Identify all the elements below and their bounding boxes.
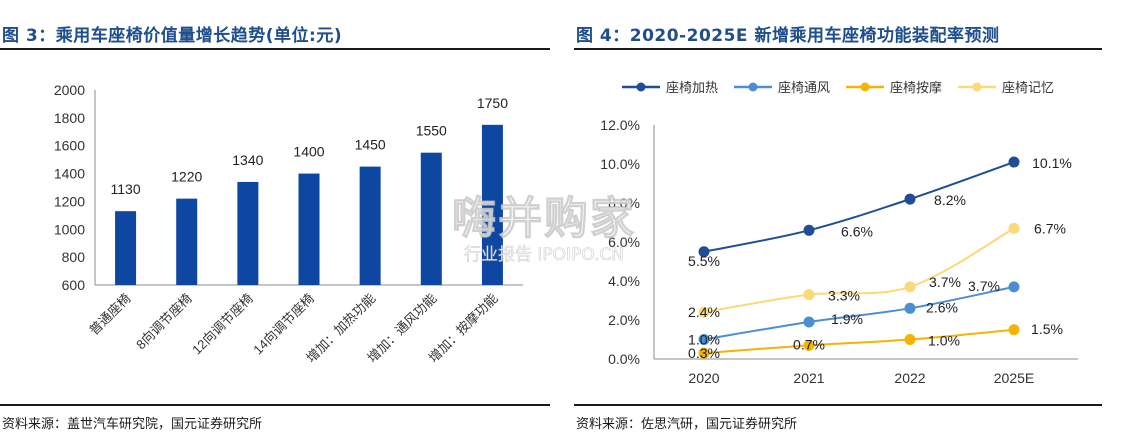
- data-point: [1008, 156, 1020, 168]
- data-label: 1.0%: [928, 333, 960, 349]
- legend-label: 座椅通风: [778, 80, 830, 95]
- data-label: 6.6%: [841, 223, 873, 239]
- y-tick-label: 8.0%: [608, 195, 640, 211]
- y-tick-label: 6.0%: [608, 234, 640, 250]
- data-label: 3.7%: [968, 278, 1000, 294]
- data-point: [698, 306, 710, 318]
- data-label: 1.9%: [831, 311, 863, 327]
- left-source-rule: [0, 404, 550, 406]
- x-tick-label: 2020: [688, 370, 719, 386]
- legend-label: 座椅记忆: [1002, 80, 1054, 95]
- data-point: [904, 334, 916, 345]
- line-chart: 0.0% 2.0% 4.0% 6.0% 8.0% 10.0% 12.0% 2020 2021 20…: [600, 80, 1078, 386]
- data-point: [698, 334, 710, 345]
- series-line: [703, 161, 1015, 253]
- data-label: 2.6%: [926, 299, 958, 315]
- bar: [115, 211, 137, 285]
- data-point: [698, 246, 710, 258]
- data-point: [803, 289, 815, 301]
- left-figure-panel: 图 3：乘用车座椅价值量增长趋势(单位:元) 600 800 1000 1200 140…: [0, 0, 552, 448]
- data-label: 6.7%: [1034, 220, 1066, 236]
- data-point: [1008, 222, 1020, 234]
- right-source-note: 资料来源：佐思汽研，国元证券研究所: [576, 417, 798, 432]
- y-tick-label: 1800: [54, 110, 85, 126]
- data-label: 2.4%: [688, 304, 720, 320]
- data-label: 3.7%: [929, 274, 961, 290]
- bar: [359, 166, 381, 285]
- left-figure-title: 图 3：乘用车座椅价值量增长趋势(单位:元): [2, 26, 343, 46]
- bar-value-label: 1750: [477, 95, 508, 111]
- data-point: [803, 316, 815, 328]
- y-tick-label: 600: [62, 277, 86, 293]
- right-source-rule: [574, 404, 1102, 406]
- data-point: [904, 302, 916, 314]
- y-tick-label: 1000: [54, 221, 85, 237]
- data-label: 1.5%: [1031, 321, 1063, 337]
- legend-marker: [860, 82, 870, 92]
- left-source-note: 资料来源：盖世汽车研究院，国元证券研究所: [2, 417, 263, 432]
- data-label: 0.7%: [793, 336, 825, 352]
- x-tick-label: 2022: [894, 370, 925, 386]
- right-figure-panel: 图 4：2020-2025E 新增乘用车座椅功能装配率预测 0.0% 2.0% 4.…: [574, 0, 1126, 448]
- y-tick-label: 1600: [54, 138, 85, 154]
- y-tick-label: 12.0%: [600, 117, 640, 133]
- y-tick-label: 2.0%: [608, 312, 640, 328]
- x-category-label: 14向调节座椅: [250, 291, 317, 358]
- bar: [481, 124, 503, 285]
- x-tick-label: 2021: [793, 370, 824, 386]
- x-category-label: 8向调节座椅: [133, 291, 195, 353]
- y-tick-label: 10.0%: [600, 156, 640, 172]
- bar-value-label: 1130: [111, 181, 141, 197]
- bar-value-label: 1400: [293, 144, 324, 160]
- y-tick-label: 1400: [54, 166, 85, 182]
- data-point: [904, 281, 916, 293]
- bar-chart: 600 800 1000 1200 1400 1600 1800 2000 1130 普通座椅 12…: [54, 82, 523, 365]
- x-tick-label: 2025E: [994, 370, 1034, 386]
- data-point: [1008, 281, 1020, 293]
- y-tick-label: 1200: [54, 193, 85, 209]
- series-line: [703, 285, 1015, 341]
- data-label: 8.2%: [934, 192, 966, 208]
- legend-label: 座椅按摩: [890, 80, 942, 95]
- series-line: [703, 328, 1015, 355]
- bar-value-label: 1550: [416, 123, 447, 139]
- data-point: [803, 224, 815, 236]
- data-point: [698, 347, 710, 359]
- legend-marker: [748, 82, 758, 92]
- data-label: 1.0%: [688, 332, 720, 348]
- bar: [420, 152, 442, 285]
- legend-marker: [636, 82, 646, 92]
- bar: [176, 198, 198, 285]
- data-label: 10.1%: [1032, 155, 1072, 171]
- y-tick-label: 4.0%: [608, 273, 640, 289]
- data-point: [1008, 324, 1020, 336]
- data-label: 5.5%: [688, 253, 720, 269]
- left-title-rule: [0, 48, 550, 50]
- x-category-label: 普通座椅: [86, 291, 133, 338]
- right-figure-title: 图 4：2020-2025E 新增乘用车座椅功能装配率预测: [576, 26, 1000, 46]
- legend-label: 座椅加热: [666, 80, 718, 95]
- bar-value-label: 1340: [232, 152, 263, 168]
- right-title-rule: [574, 48, 1102, 50]
- x-category-label: 12向调节座椅: [189, 291, 256, 358]
- series-line: [703, 227, 1015, 314]
- y-tick-label: 800: [62, 249, 86, 265]
- y-tick-label: 0.0%: [608, 351, 640, 367]
- bar: [298, 173, 320, 285]
- data-point: [803, 339, 815, 351]
- data-label: 0.3%: [688, 345, 720, 361]
- bar-value-label: 1450: [355, 137, 386, 153]
- y-tick-label: 2000: [54, 82, 85, 98]
- data-label: 3.3%: [828, 288, 860, 304]
- data-point: [904, 193, 916, 205]
- bar-value-label: 1220: [171, 169, 202, 185]
- bar: [237, 181, 259, 285]
- legend-marker: [972, 82, 982, 92]
